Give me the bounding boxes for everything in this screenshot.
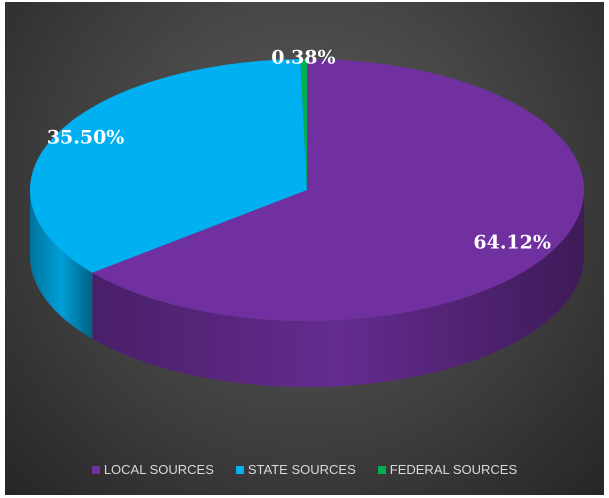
legend-label-local: LOCAL SOURCES — [103, 462, 214, 477]
slice-federal — [300, 59, 307, 190]
legend-swatch-local — [91, 465, 100, 474]
legend-swatch-state — [235, 465, 244, 474]
data-label-state: 35.50% — [47, 126, 125, 148]
slice-local — [92, 59, 584, 321]
slice-side-shade-local — [92, 190, 585, 388]
legend-swatch-federal — [377, 465, 386, 474]
legend-item-local: LOCAL SOURCES — [91, 462, 214, 477]
data-label-local: 64.12% — [473, 232, 551, 254]
legend: LOCAL SOURCES STATE SOURCES FEDERAL SOUR… — [0, 462, 609, 477]
legend-label-federal: FEDERAL SOURCES — [389, 462, 518, 477]
legend-item-federal: FEDERAL SOURCES — [377, 462, 518, 477]
data-label-federal: 0.38% — [271, 46, 335, 68]
slice-side-shade-state — [30, 190, 93, 339]
slice-state — [30, 59, 307, 273]
legend-item-state: STATE SOURCES — [235, 462, 356, 477]
legend-label-state: STATE SOURCES — [247, 462, 356, 477]
